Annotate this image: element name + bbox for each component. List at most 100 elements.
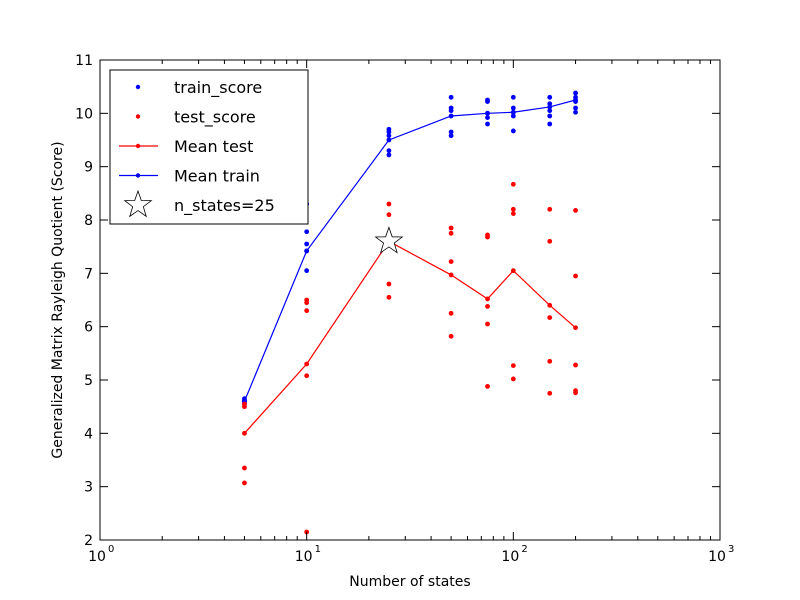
legend-label-train-score: train_score: [174, 78, 262, 98]
test-score-point: [510, 206, 516, 212]
test-score-point: [573, 208, 578, 213]
legend-label-mean-train: Mean train: [174, 167, 260, 186]
x-tick-label-exponent: 3: [728, 544, 734, 555]
x-tick-label: 10: [501, 549, 519, 565]
test-score-point: [485, 234, 490, 240]
y-tick-label: 4: [84, 426, 93, 442]
mean-test-point: [242, 430, 247, 436]
test-score-point: [386, 281, 392, 287]
legend: train_score test_score Mean test Mean train…: [109, 69, 309, 225]
test-score-point: [242, 480, 247, 486]
legend-swatch-mean-test: [135, 143, 141, 149]
test-score-point: [510, 376, 516, 382]
mean-test-point: [510, 268, 516, 274]
test-score-point: [547, 358, 553, 364]
x-tick-label-exponent: 1: [315, 544, 321, 555]
train-score-point: [304, 268, 310, 274]
train-score-point: [510, 105, 516, 111]
test-score-point: [573, 273, 578, 279]
test-score-point: [510, 363, 516, 368]
axes-frame: [99, 59, 721, 541]
train-score-point: [510, 94, 516, 100]
legend-item-mean-test: Mean test: [119, 137, 253, 156]
test-score-point: [510, 211, 516, 217]
legend-swatch-test-score: [135, 114, 141, 119]
mean-test-point: [485, 296, 490, 302]
mean-test-point: [304, 361, 310, 367]
legend-label-test-score: test_score: [174, 108, 256, 128]
legend-label-mean-test: Mean test: [174, 137, 253, 156]
y-tick-label: 9: [84, 160, 93, 176]
x-tick-label-exponent: 2: [521, 544, 527, 555]
test-score-point: [448, 230, 454, 236]
test-score-point: [304, 373, 310, 379]
train-score-point: [573, 94, 578, 100]
y-tick-label: 8: [84, 213, 93, 229]
test-score-point: [304, 308, 310, 314]
train-score-point: [547, 101, 553, 107]
legend-item-mean-train: Mean train: [119, 167, 260, 186]
test-score-point: [485, 304, 490, 309]
train-score-point: [448, 108, 454, 114]
train-score-point: [448, 129, 454, 135]
train-score-point: [547, 108, 553, 114]
test-score-point: [448, 259, 454, 264]
train-score-point: [386, 133, 392, 139]
legend-item-train-score: train_score: [135, 78, 262, 98]
legend-box: [109, 69, 309, 225]
legend-swatch-n-states-25: [123, 189, 153, 218]
legend-item-test-score: test_score: [135, 108, 256, 128]
test-score-point: [448, 333, 454, 339]
train-score-point: [448, 94, 454, 100]
y-tick-label: 6: [84, 320, 93, 336]
train-score-point: [485, 115, 490, 120]
mean-train-point: [386, 137, 392, 143]
train-score-point: [573, 105, 578, 111]
test-score-point: [386, 201, 392, 207]
train-score-point: [547, 94, 553, 100]
y-tick-label: 11: [75, 53, 93, 69]
train-score-point: [304, 241, 310, 247]
test-score-point: [448, 310, 454, 316]
train-score-point: [386, 129, 392, 135]
mean-test-point: [573, 325, 578, 331]
legend-label-n-states-25: n_states=25: [174, 196, 275, 216]
x-tick-label: 10: [708, 549, 726, 565]
mean-train-point: [448, 113, 454, 119]
train-score-point: [485, 121, 490, 127]
test-score-point: [386, 294, 392, 300]
legend-swatch-train-score: [135, 84, 141, 90]
n-states-star-marker: [374, 226, 404, 254]
mean-train-line: [243, 99, 576, 402]
train-score-point: [386, 152, 392, 158]
train-score-point: [304, 248, 310, 254]
train-score-point: [573, 109, 578, 115]
train-score-point: [510, 109, 516, 115]
x-tick-label: 10: [295, 549, 313, 565]
y-tick-label: 7: [84, 266, 93, 282]
mean-test-point: [547, 302, 553, 308]
train-score-point: [573, 99, 578, 104]
x-tick-label-exponent: 0: [108, 544, 114, 555]
train-score-point: [547, 113, 553, 119]
x-axis-label: Number of states: [349, 574, 470, 590]
train-score-point: [510, 128, 516, 134]
x-tick-label: 10: [88, 549, 106, 565]
test-score-point: [485, 321, 490, 327]
mean-test-point: [448, 272, 454, 278]
train-score-point: [386, 148, 392, 154]
train-score-point: [547, 121, 553, 127]
y-tick-label: 3: [84, 480, 93, 496]
test-score-point: [547, 206, 553, 212]
test-score-point: [242, 465, 247, 471]
train-score-point: [485, 110, 490, 116]
plot-layer: [242, 90, 578, 535]
mean-test-line: [244, 240, 576, 434]
train-score-point: [304, 229, 310, 235]
test-score-point: [547, 390, 553, 396]
test-score-point: [547, 238, 553, 244]
test-score-point: [573, 362, 578, 368]
test-score-point: [573, 390, 578, 396]
y-tick-label: 2: [84, 533, 93, 549]
